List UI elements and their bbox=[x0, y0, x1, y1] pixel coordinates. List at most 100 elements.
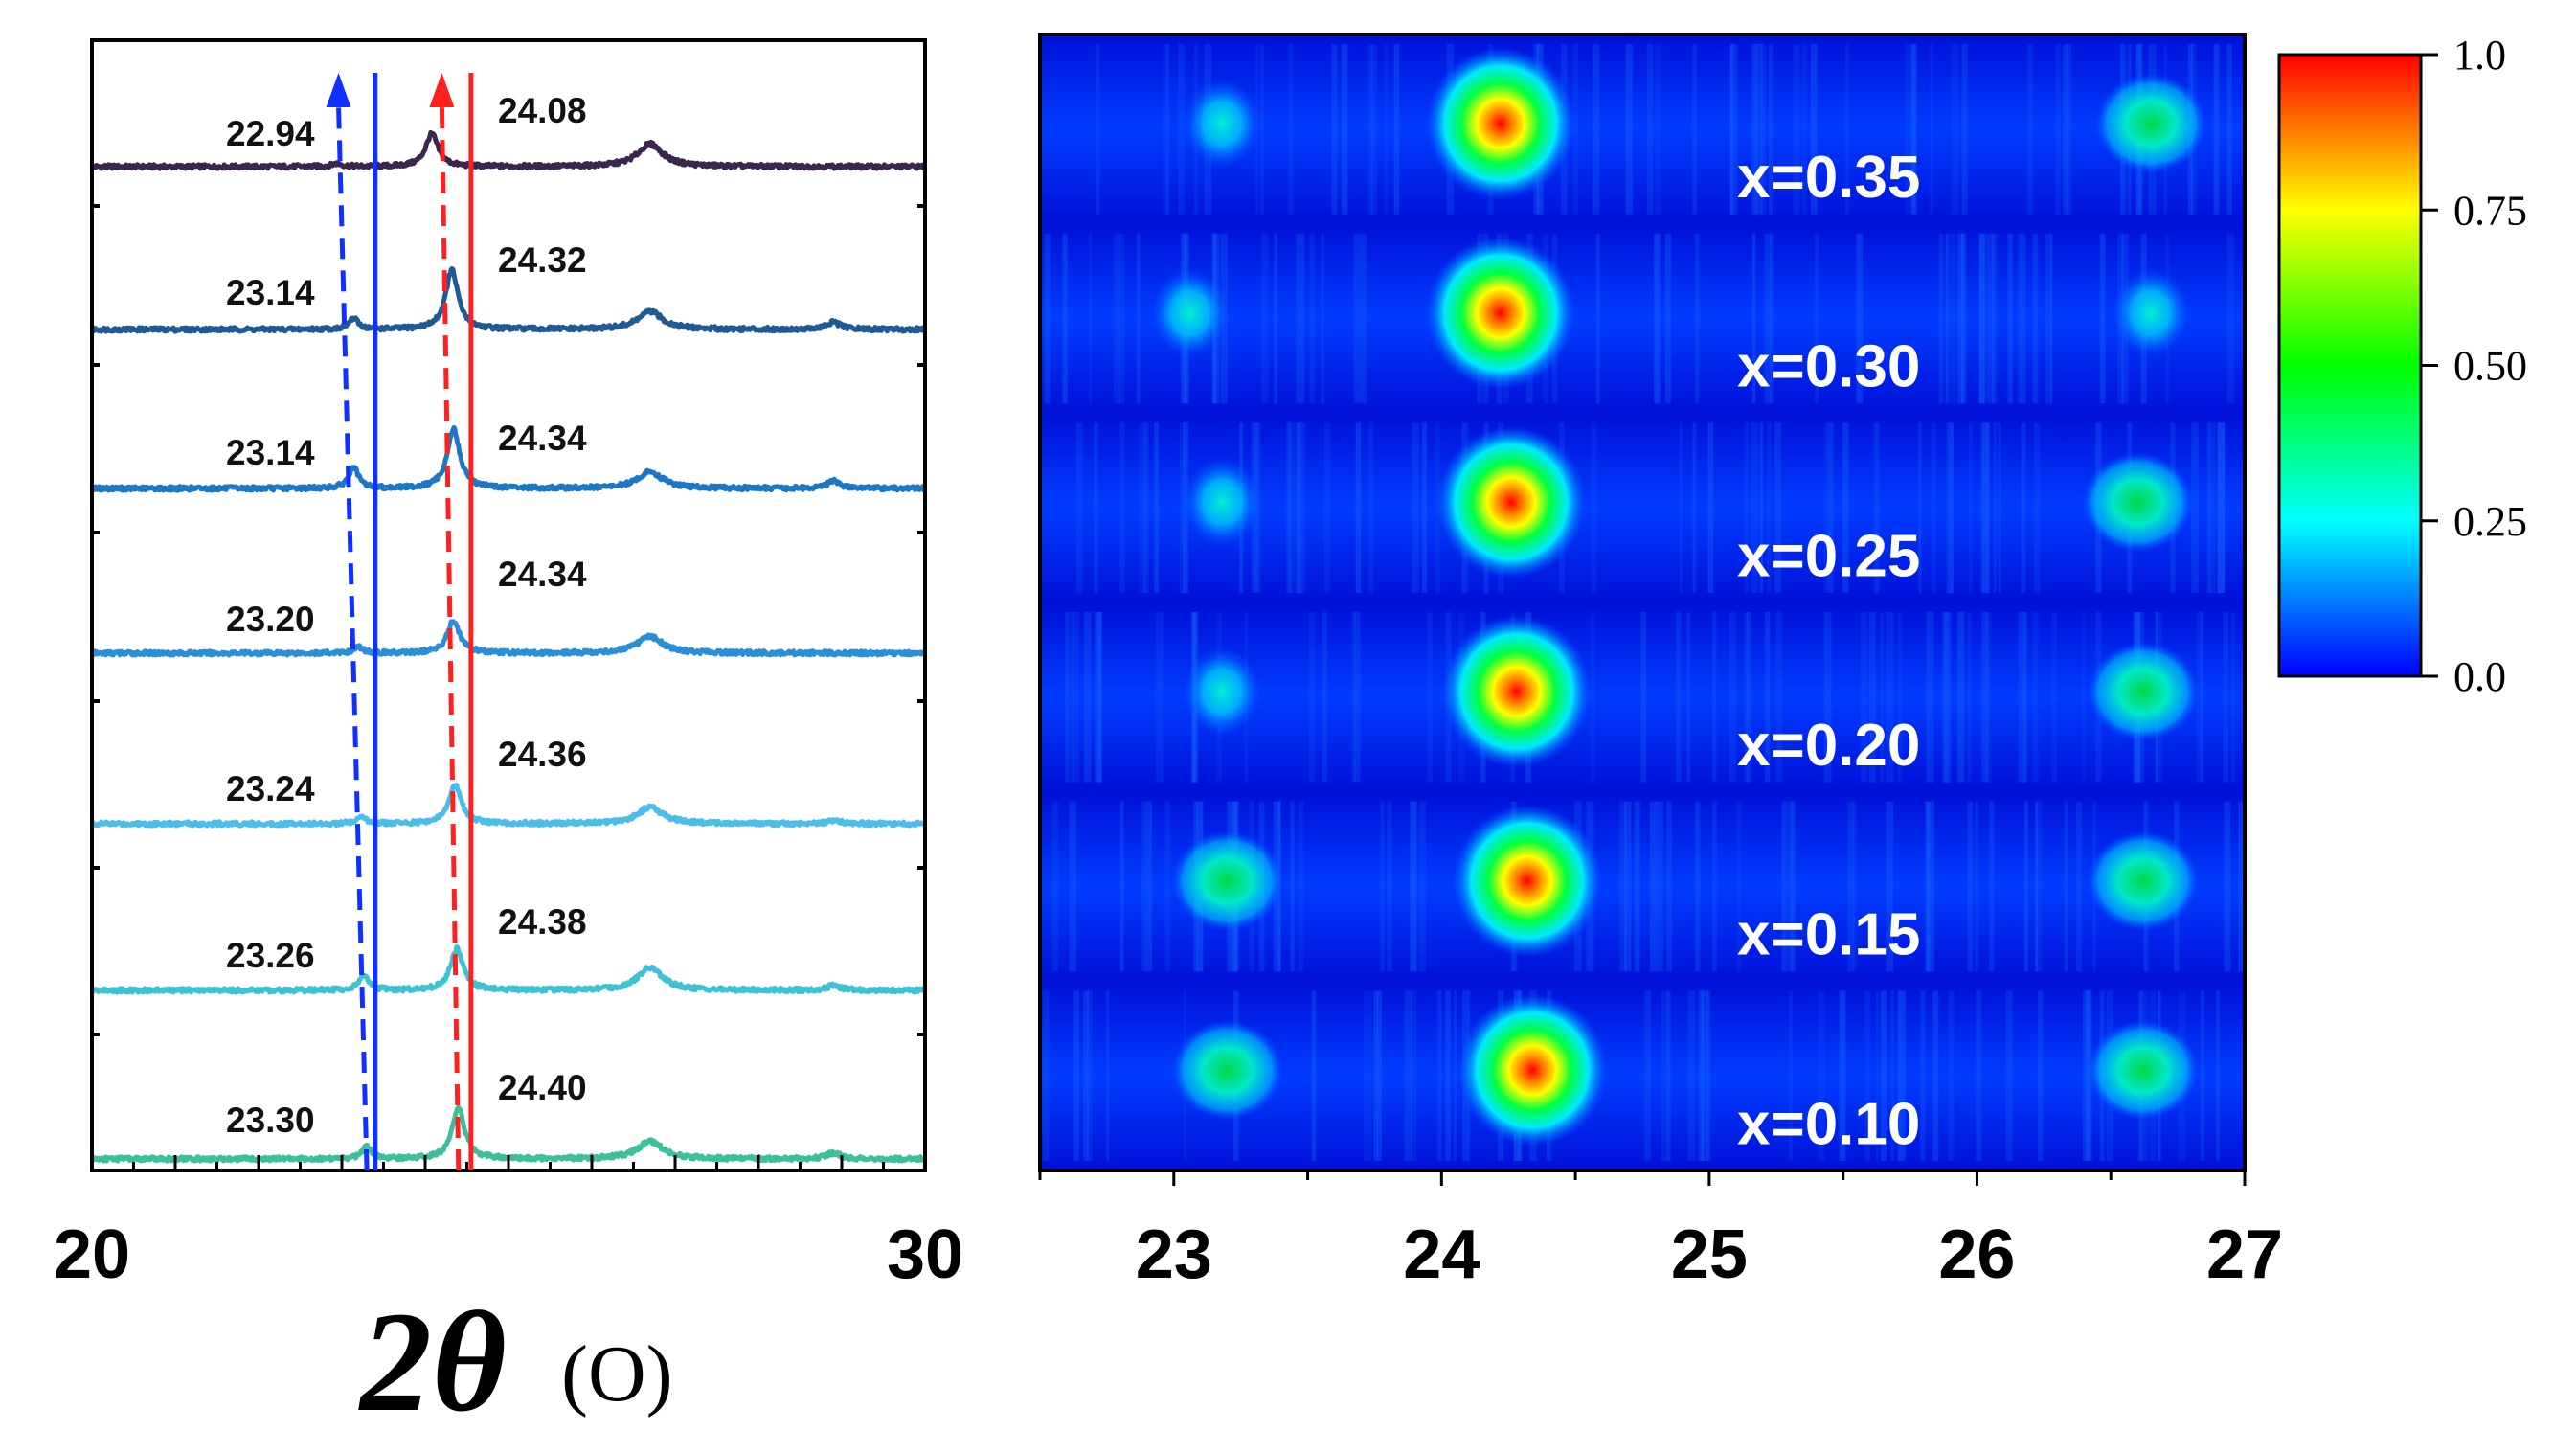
heatmap-streak bbox=[2036, 801, 2043, 972]
colorbar-tick-label: 0.0 bbox=[2453, 653, 2506, 700]
heatmap-streak bbox=[1070, 612, 1074, 783]
xrd-trace-x=0.25 bbox=[89, 424, 927, 493]
heatmap-streak bbox=[1436, 990, 1442, 1161]
heatmap-streak bbox=[1951, 44, 1959, 215]
heatmap-streak bbox=[1789, 990, 1794, 1161]
heatmap-streak bbox=[1384, 44, 1389, 215]
heatmap-streak bbox=[1998, 422, 2001, 593]
heatmap-streak bbox=[2100, 233, 2105, 404]
peak-label-right: 24.34 bbox=[498, 419, 587, 458]
heatmap-streak bbox=[2214, 44, 2219, 215]
heatmap-streak bbox=[1747, 612, 1751, 783]
heatmap-streak bbox=[1930, 44, 1933, 215]
heatmap-streak bbox=[1985, 612, 1992, 783]
heatmap-streak bbox=[2051, 612, 2057, 783]
xrd-frame bbox=[90, 38, 927, 1172]
heatmap-streak bbox=[1143, 422, 1149, 593]
heatmap-streak bbox=[2017, 233, 2022, 404]
heatmap-streak bbox=[2021, 422, 2026, 593]
heatmap-streak bbox=[1769, 233, 1774, 404]
heatmap-streak bbox=[1370, 44, 1377, 215]
xrd-trace-x=0.05 bbox=[90, 1104, 928, 1164]
heatmap-streak bbox=[1938, 233, 1944, 404]
row-label: x=0.35 bbox=[1737, 145, 1920, 211]
peak-label-left: 23.14 bbox=[226, 273, 315, 312]
heatmap-streak bbox=[1657, 801, 1663, 972]
heatmap-streak bbox=[1654, 233, 1660, 404]
heatmap-streak bbox=[1106, 990, 1110, 1161]
heatmap-streak bbox=[1881, 990, 1887, 1161]
blue-arrow-head bbox=[326, 73, 351, 107]
blue-shift-arrow bbox=[336, 104, 370, 1171]
heatmap-streak bbox=[1288, 422, 1296, 593]
heatmap-streak bbox=[1949, 422, 1955, 593]
peak-label-right: 24.08 bbox=[498, 91, 587, 130]
heatmap-streak bbox=[1844, 44, 1850, 215]
peak-label-left: 23.14 bbox=[226, 433, 315, 472]
heatmap-streak bbox=[1094, 422, 1098, 593]
xrd-x-axis: 20 30 bbox=[54, 1155, 963, 1293]
heatmap-streak bbox=[1712, 612, 1717, 783]
heatmap-streak bbox=[1861, 612, 1867, 783]
heatmap-streak bbox=[1774, 422, 1782, 593]
x-tick-label: 24 bbox=[1403, 1216, 1480, 1293]
heatmap-streak bbox=[1114, 233, 1121, 404]
heatmap-streak bbox=[1886, 612, 1894, 783]
heatmap-streak bbox=[1073, 990, 1080, 1161]
xrd-trace-x=0.35 bbox=[89, 129, 927, 171]
heatmap-streak bbox=[1042, 990, 1050, 1161]
heatmap-streak bbox=[1411, 801, 1418, 972]
heatmap-streak bbox=[1751, 44, 1759, 215]
x-tick-label: 25 bbox=[1671, 1216, 1748, 1293]
heatmap-streak bbox=[2055, 44, 2061, 215]
heatmap-streak bbox=[1897, 612, 1903, 783]
heatmap-streak bbox=[1083, 612, 1092, 783]
heatmap-streak bbox=[2226, 233, 2234, 404]
heatmap-streak bbox=[1791, 801, 1796, 972]
heatmap-spot bbox=[2087, 641, 2199, 741]
heatmap-streak bbox=[1926, 612, 1934, 783]
heatmap-streak bbox=[1069, 801, 1077, 972]
heatmap-streak bbox=[2005, 990, 2013, 1161]
heatmap-streak bbox=[1421, 422, 1428, 593]
heatmap-streak bbox=[1902, 990, 1906, 1161]
heatmap-streak bbox=[1427, 612, 1433, 783]
heatmap-streak bbox=[1978, 233, 1987, 404]
heatmap-spot bbox=[1425, 46, 1575, 200]
heatmap-streak bbox=[1573, 44, 1578, 215]
heatmap-streak bbox=[1145, 801, 1153, 972]
heatmap-spot bbox=[1151, 268, 1229, 357]
heatmap-streak bbox=[2022, 612, 2028, 783]
heatmap-streak bbox=[1932, 990, 1939, 1161]
heatmap-streak bbox=[1261, 233, 1269, 404]
heatmap-streak bbox=[1311, 990, 1317, 1161]
heatmap-streak bbox=[1759, 44, 1763, 215]
heatmap-streak bbox=[1410, 801, 1417, 972]
heatmap-streak bbox=[1905, 44, 1909, 215]
heatmap-streak bbox=[1712, 801, 1717, 972]
heatmap-streak bbox=[1931, 422, 1936, 593]
heatmap-streak bbox=[1619, 801, 1627, 972]
heatmap-streak bbox=[1644, 990, 1651, 1161]
heatmap-streak bbox=[1120, 801, 1124, 972]
heatmap-streak bbox=[1625, 44, 1633, 215]
heatmap-streak bbox=[1073, 612, 1080, 783]
heatmap-streak bbox=[1095, 612, 1102, 783]
heatmap-streak bbox=[2018, 612, 2026, 783]
heatmap-streak bbox=[2224, 801, 2231, 972]
heatmap-streak bbox=[1898, 990, 1906, 1161]
heatmap-streak bbox=[1852, 801, 1858, 972]
peak-label-right: 24.38 bbox=[498, 902, 587, 942]
heatmap-panel: x=0.35x=0.30x=0.25x=0.20x=0.15x=0.10 23 2… bbox=[1038, 32, 2527, 1293]
heatmap-streak bbox=[1976, 990, 1981, 1161]
colorbar-tick-label: 1.0 bbox=[2453, 32, 2506, 79]
heatmap-streak bbox=[1957, 612, 1965, 783]
heatmap-streak bbox=[1847, 801, 1855, 972]
heatmap-spot bbox=[2087, 830, 2199, 931]
heatmap-streak bbox=[1736, 801, 1742, 972]
heatmap-spot bbox=[2113, 268, 2190, 357]
heatmap-streak bbox=[1364, 990, 1372, 1161]
heatmap-streak bbox=[1927, 801, 1935, 972]
heatmap-spot bbox=[1171, 1020, 1283, 1121]
